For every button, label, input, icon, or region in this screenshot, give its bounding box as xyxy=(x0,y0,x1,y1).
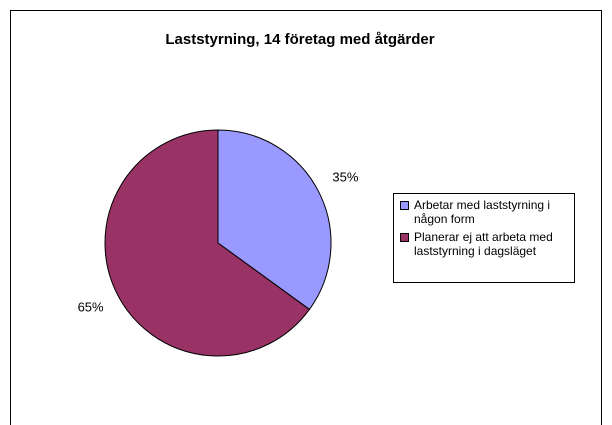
legend-label: Arbetar med laststyrning i någon form xyxy=(414,198,551,226)
data-label: 65% xyxy=(78,299,104,314)
data-label: 35% xyxy=(332,170,358,185)
legend-label: Planerar ej att arbeta med laststyrning … xyxy=(414,230,553,258)
legend-item: Planerar ej att arbeta med laststyrning … xyxy=(400,230,570,258)
legend-swatch xyxy=(400,201,409,210)
pie-slice xyxy=(104,129,311,357)
legend-swatch xyxy=(400,233,409,242)
legend: Arbetar med laststyrning i någon form Pla… xyxy=(393,193,575,283)
chart-title: Laststyrning, 14 företag med åtgärder xyxy=(165,31,434,48)
pie-slice xyxy=(217,129,332,311)
legend-item: Arbetar med laststyrning i någon form xyxy=(400,198,570,226)
